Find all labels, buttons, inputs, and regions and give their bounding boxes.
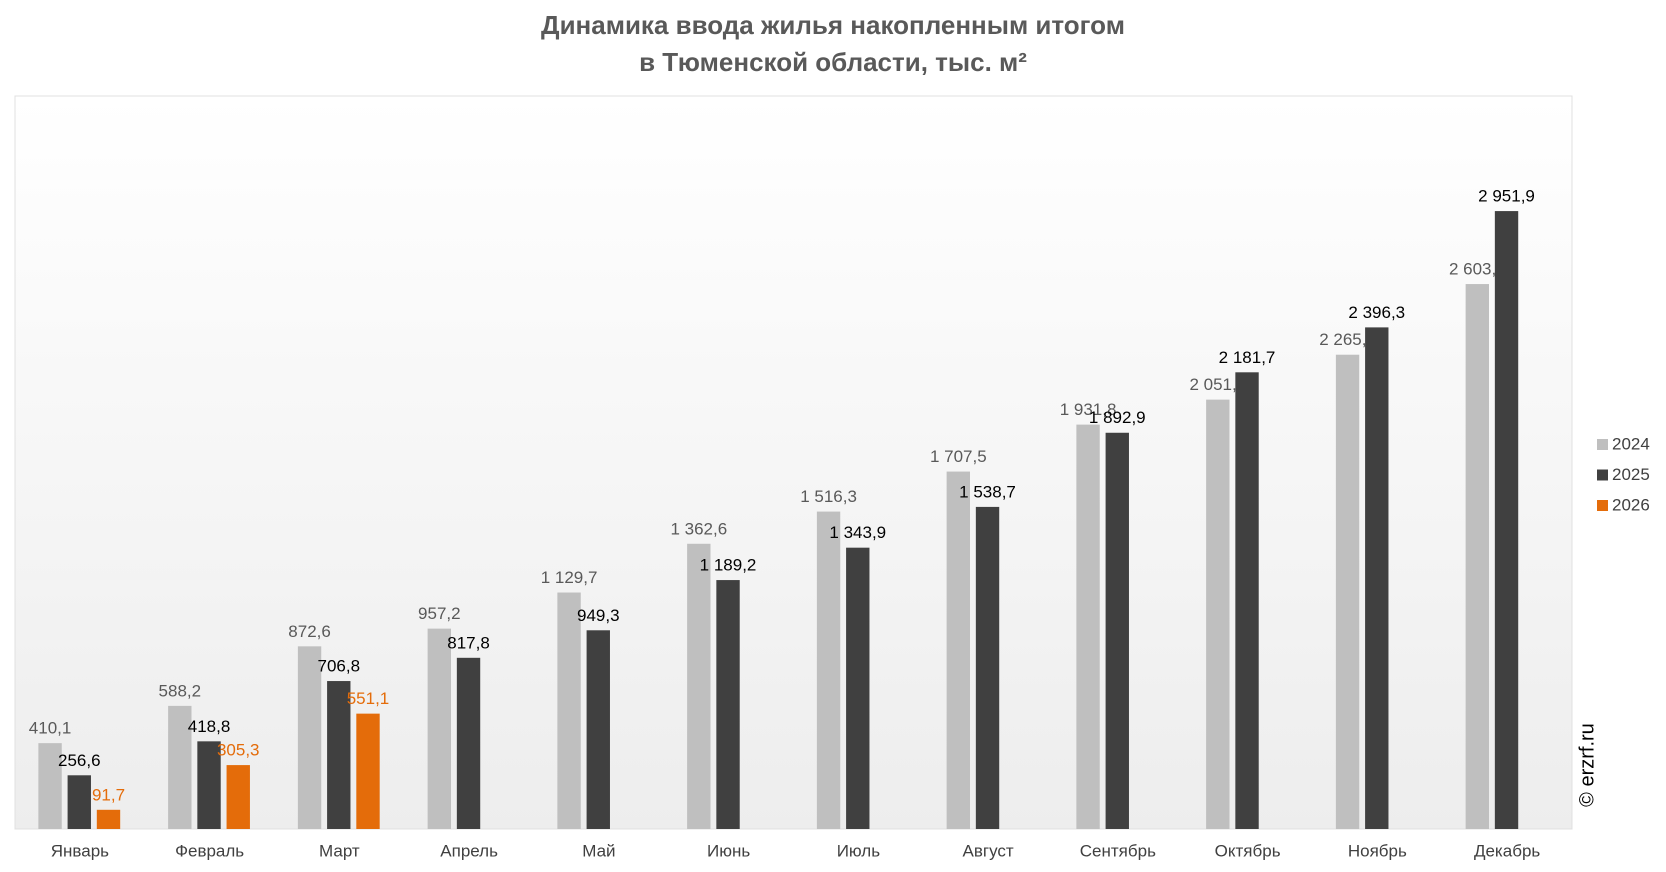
bar bbox=[67, 775, 91, 829]
bar bbox=[1235, 372, 1259, 829]
value-label: 1 931,8 bbox=[1060, 400, 1117, 419]
legend-swatch bbox=[1597, 439, 1608, 450]
legend-swatch bbox=[1597, 500, 1608, 511]
x-tick-label: Август bbox=[963, 841, 1014, 860]
legend-label: 2025 bbox=[1612, 465, 1650, 484]
bar bbox=[1335, 354, 1360, 829]
value-label: 2 265,7 bbox=[1319, 330, 1376, 349]
value-label: 551,1 bbox=[347, 689, 390, 708]
bar bbox=[356, 713, 380, 829]
legend-label: 2026 bbox=[1612, 495, 1650, 514]
bar bbox=[456, 657, 481, 829]
bar bbox=[297, 646, 322, 829]
x-tick-label: Ноябрь bbox=[1348, 841, 1407, 860]
value-label: 1 362,6 bbox=[670, 519, 727, 538]
value-label: 949,3 bbox=[577, 606, 620, 625]
value-label: 872,6 bbox=[288, 622, 331, 641]
x-tick-label: Сентябрь bbox=[1080, 841, 1156, 860]
bar bbox=[427, 628, 451, 829]
x-tick-label: Июнь bbox=[707, 841, 750, 860]
value-label: 410,1 bbox=[29, 719, 72, 738]
bar bbox=[38, 743, 62, 829]
value-label: 588,2 bbox=[159, 681, 202, 700]
value-label: 2 951,9 bbox=[1478, 187, 1535, 206]
x-tick-label: Июль bbox=[837, 841, 881, 860]
bar bbox=[1206, 399, 1230, 829]
bar bbox=[226, 765, 250, 829]
bar bbox=[557, 592, 581, 829]
value-label: 1 189,2 bbox=[700, 556, 757, 575]
bar bbox=[1465, 284, 1489, 829]
value-label: 2 051,1 bbox=[1189, 375, 1246, 394]
bar bbox=[975, 506, 1000, 829]
value-label: 817,8 bbox=[447, 633, 490, 652]
x-tick-label: Декабрь bbox=[1474, 841, 1540, 860]
value-label: 706,8 bbox=[318, 657, 361, 676]
chart-title: Динамика ввода жилья накопленным итогом bbox=[541, 10, 1125, 40]
legend-label: 2024 bbox=[1612, 434, 1650, 453]
x-tick-label: Май bbox=[582, 841, 615, 860]
x-tick-label: Октябрь bbox=[1215, 841, 1281, 860]
x-tick-label: Март bbox=[319, 841, 360, 860]
bar bbox=[197, 741, 221, 829]
value-label: 1 516,3 bbox=[800, 487, 857, 506]
bar bbox=[816, 511, 841, 829]
value-label: 1 343,9 bbox=[829, 523, 886, 542]
value-label: 2 603,3 bbox=[1449, 260, 1506, 279]
bar bbox=[327, 681, 351, 829]
value-label: 2 181,7 bbox=[1219, 348, 1276, 367]
x-tick-label: Февраль bbox=[175, 841, 244, 860]
bar bbox=[1365, 327, 1389, 829]
bar bbox=[1076, 424, 1100, 829]
bar bbox=[687, 543, 711, 829]
bar bbox=[716, 580, 740, 829]
value-label: 957,2 bbox=[418, 604, 461, 623]
value-label: 91,7 bbox=[92, 785, 125, 804]
value-label: 1 892,9 bbox=[1089, 408, 1146, 427]
x-tick-label: Апрель bbox=[440, 841, 498, 860]
legend-swatch bbox=[1597, 469, 1608, 481]
plot-area bbox=[14, 95, 1573, 830]
value-label: 1 538,7 bbox=[959, 482, 1016, 501]
bar bbox=[586, 630, 610, 829]
bar bbox=[1494, 211, 1519, 829]
value-label: 256,6 bbox=[58, 751, 101, 770]
bar bbox=[96, 809, 121, 829]
bar bbox=[946, 471, 970, 829]
value-label: 1 129,7 bbox=[541, 568, 598, 587]
chart-subtitle: в Тюменской области, тыс. м² bbox=[639, 47, 1027, 77]
bar bbox=[168, 705, 192, 829]
value-label: 2 396,3 bbox=[1348, 303, 1405, 322]
bar bbox=[846, 547, 870, 829]
x-tick-label: Январь bbox=[51, 841, 109, 860]
annotation: © erzrf.ru bbox=[1576, 723, 1598, 807]
value-label: 1 707,5 bbox=[930, 447, 987, 466]
value-label: 418,8 bbox=[188, 717, 231, 736]
bar bbox=[1105, 432, 1129, 829]
value-label: 305,3 bbox=[217, 741, 260, 760]
